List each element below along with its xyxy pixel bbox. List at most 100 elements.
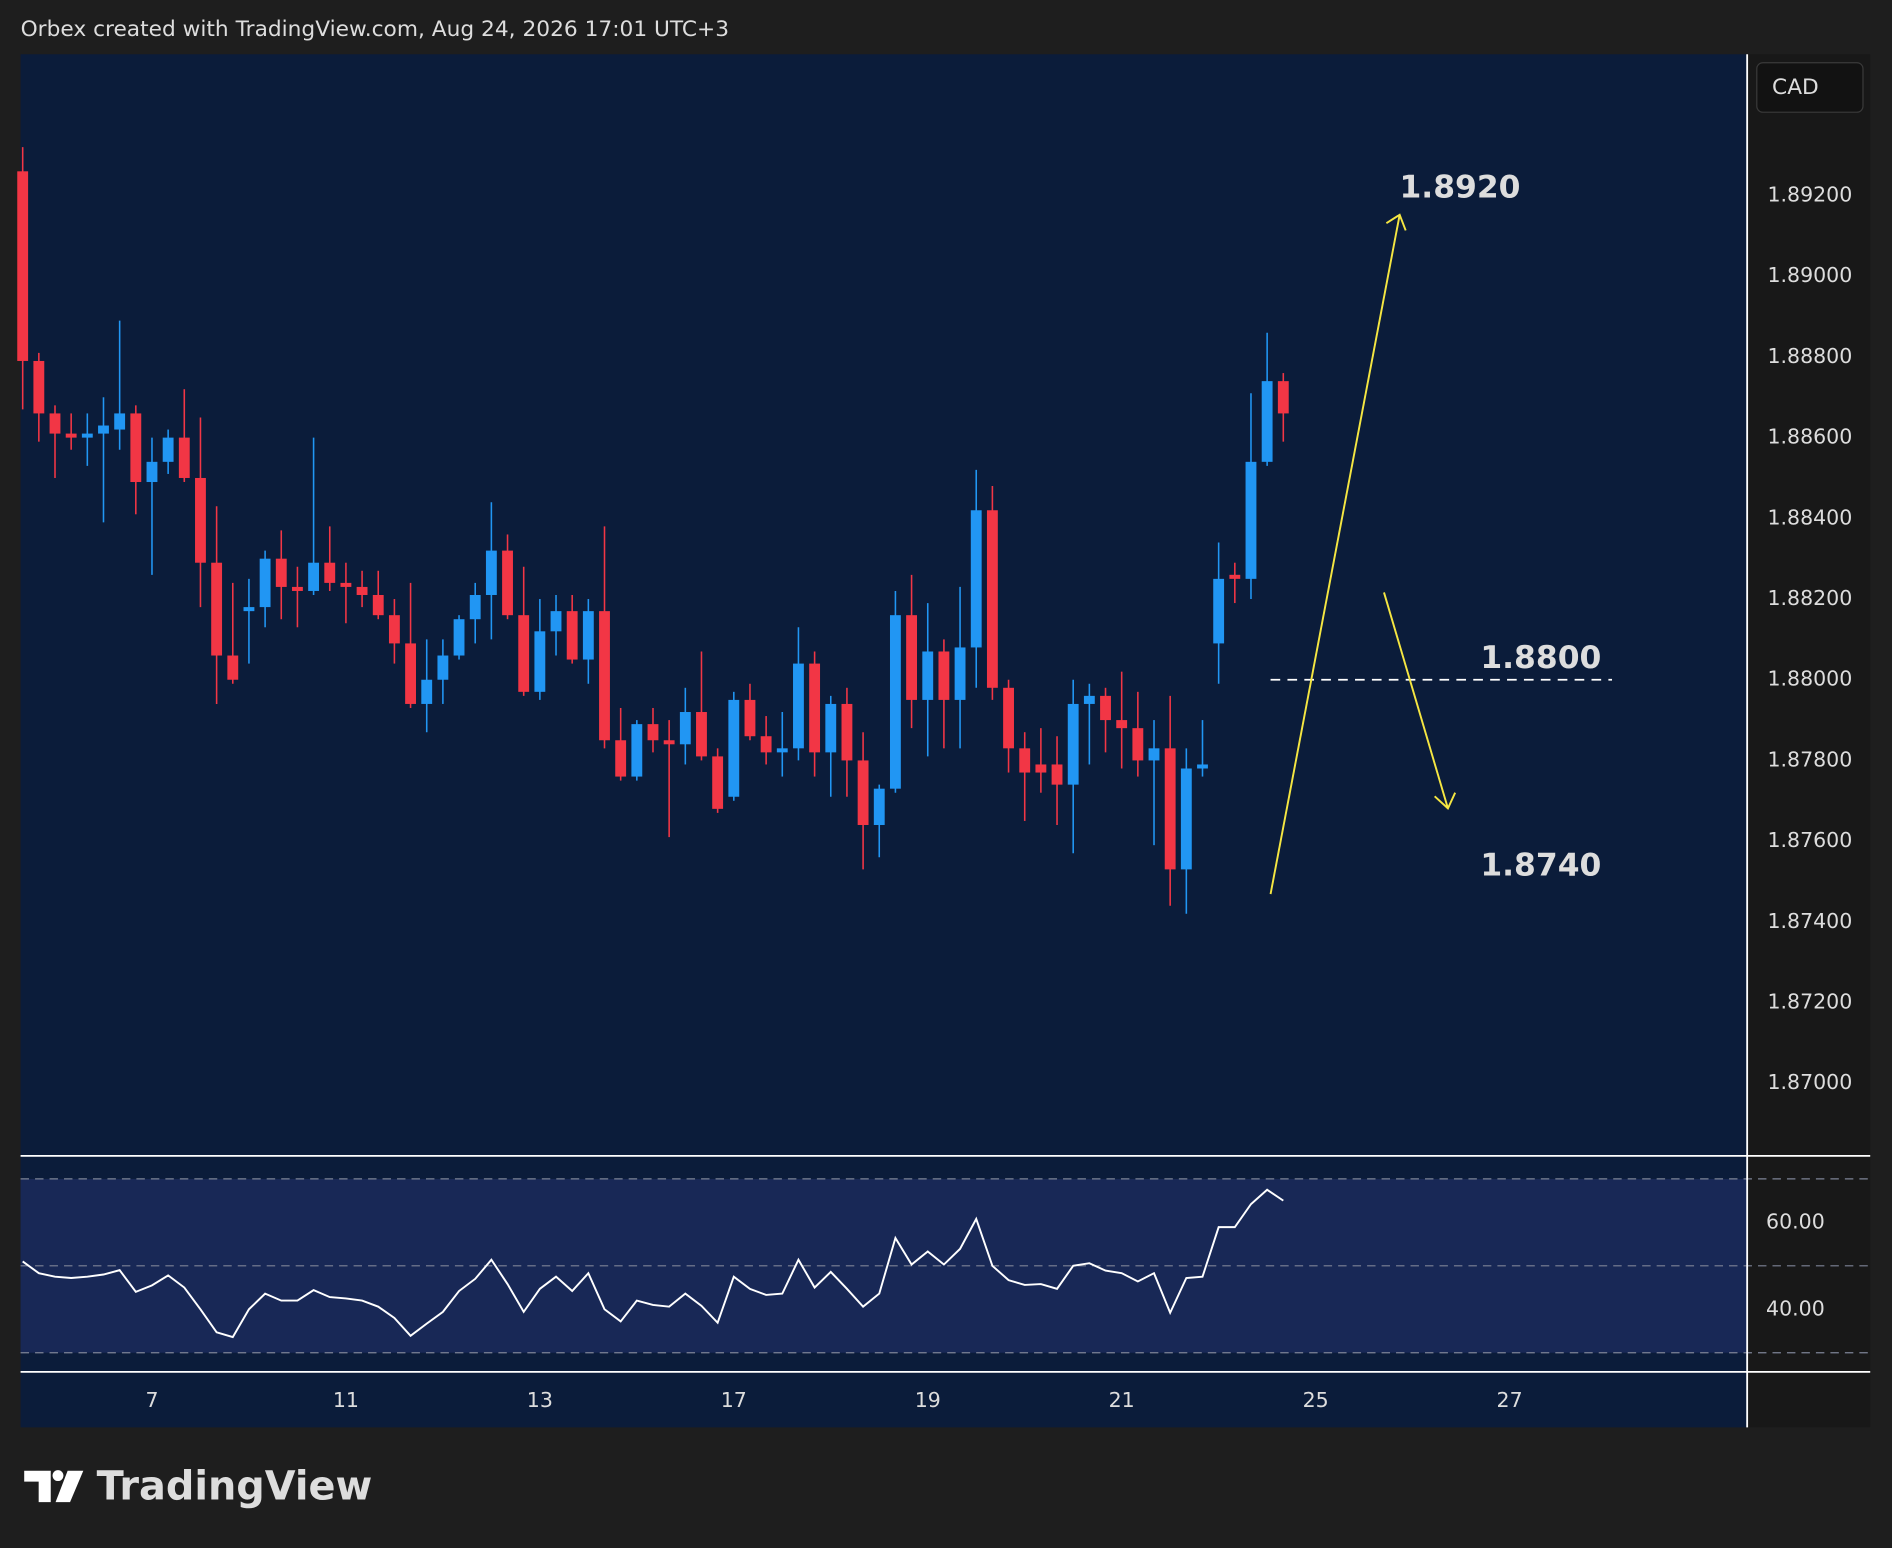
candle-body xyxy=(1261,381,1273,462)
x-tick-label: 13 xyxy=(527,1388,553,1412)
candle-body xyxy=(1051,764,1063,785)
candle-body xyxy=(615,740,627,777)
candle-body xyxy=(98,425,109,434)
annotation: 1.8800 xyxy=(1480,640,1601,676)
y-tick-label: 1.88200 xyxy=(1767,586,1852,610)
candle-body xyxy=(1277,381,1289,414)
logo-text: TradingView xyxy=(97,1463,373,1509)
y-tick-label: 40.00 xyxy=(1766,1296,1825,1320)
candle-body xyxy=(760,736,772,753)
up-arrow xyxy=(1269,214,1401,895)
currency-label: CAD xyxy=(1772,75,1819,100)
x-tick-label: 19 xyxy=(915,1388,941,1412)
x-tick-label: 25 xyxy=(1303,1388,1329,1412)
candle-body xyxy=(518,615,530,692)
x-tick-label: 11 xyxy=(333,1388,359,1412)
y-tick-label: 1.88600 xyxy=(1767,425,1852,449)
candle-body xyxy=(793,663,804,749)
candle-body xyxy=(728,699,740,797)
candle-body xyxy=(938,651,950,700)
candle-body xyxy=(405,643,416,704)
candle-body xyxy=(906,615,918,700)
logo-shape xyxy=(52,1470,64,1482)
y-tick-label: 1.87400 xyxy=(1767,909,1852,933)
candle-body xyxy=(211,562,223,656)
candle-body xyxy=(1067,703,1079,785)
candle-body xyxy=(679,712,691,745)
candle-body xyxy=(372,594,384,616)
candle-body xyxy=(292,586,303,591)
candle-body xyxy=(696,712,707,757)
candle-body xyxy=(388,615,400,644)
candle-body xyxy=(954,647,966,700)
candle-body xyxy=(1148,748,1160,761)
candle-body xyxy=(259,558,271,608)
candle-body xyxy=(469,594,481,620)
candle-body xyxy=(243,607,255,612)
candle-body xyxy=(825,703,837,753)
x-tick-label: 17 xyxy=(721,1388,747,1412)
y-tick-label: 1.87800 xyxy=(1767,747,1852,771)
candle-body xyxy=(986,510,998,688)
candle-body xyxy=(582,611,594,660)
candle-body xyxy=(1003,687,1014,749)
candle-body xyxy=(130,413,142,483)
candle-body xyxy=(841,703,853,761)
candle-body xyxy=(1100,695,1111,721)
candle-body xyxy=(809,663,821,753)
candle-body xyxy=(178,437,190,478)
y-tick-label: 1.89000 xyxy=(1767,263,1852,287)
y-tick-label: 60.00 xyxy=(1766,1209,1825,1233)
candle-body xyxy=(324,562,336,583)
candle-body xyxy=(421,679,433,704)
candle-body xyxy=(1197,764,1208,769)
candle-body xyxy=(857,760,869,825)
marks: 1.87000 1.87200 1.87400 1.87600 1.87800 1.880… xyxy=(17,147,1871,1412)
candle-body xyxy=(599,611,610,741)
logo-shape xyxy=(55,1470,84,1503)
candle-body xyxy=(1019,748,1031,773)
candle-body xyxy=(566,611,578,660)
candle-body xyxy=(534,631,546,692)
candle-body xyxy=(1213,578,1225,644)
candle-body xyxy=(356,586,368,595)
currency-badge[interactable] xyxy=(1756,62,1864,113)
candle-body xyxy=(1035,764,1047,773)
y-tick-label: 1.87000 xyxy=(1767,1070,1852,1094)
candle-body xyxy=(663,740,675,745)
y-tick-label: 1.88000 xyxy=(1767,667,1852,691)
candle-body xyxy=(1132,728,1144,761)
x-tick-label: 21 xyxy=(1109,1388,1135,1412)
rsi-line xyxy=(22,1188,1284,1339)
candle-body xyxy=(776,748,788,753)
candle-body xyxy=(1164,748,1176,870)
candle-body xyxy=(744,699,756,737)
candle-body xyxy=(146,461,158,483)
candle-body xyxy=(1245,461,1257,579)
y-tick-label: 1.89200 xyxy=(1767,183,1852,207)
candle-body xyxy=(114,413,126,430)
candle-body xyxy=(1116,720,1128,729)
candle-body xyxy=(889,615,901,789)
candle-body xyxy=(275,558,287,587)
candle-body xyxy=(437,655,449,680)
y-tick-label: 1.87200 xyxy=(1767,990,1852,1014)
candle-body xyxy=(873,788,885,825)
annotation: 1.8920 xyxy=(1399,169,1520,205)
candle-body xyxy=(647,724,659,741)
down-arrow xyxy=(1383,592,1449,809)
candle-body xyxy=(1229,574,1241,579)
candle-body xyxy=(195,477,206,563)
candle-body xyxy=(631,724,643,777)
candle-body xyxy=(712,756,724,809)
candle-body xyxy=(308,562,320,591)
candle-body xyxy=(340,582,352,587)
candle-body xyxy=(1180,768,1192,870)
logo-icon xyxy=(24,1470,84,1503)
candle-body xyxy=(1083,695,1095,704)
header: Orbex created with TradingView.com, Aug … xyxy=(21,17,729,42)
candle-body xyxy=(550,611,562,632)
annotation: 1.8740 xyxy=(1480,847,1601,883)
